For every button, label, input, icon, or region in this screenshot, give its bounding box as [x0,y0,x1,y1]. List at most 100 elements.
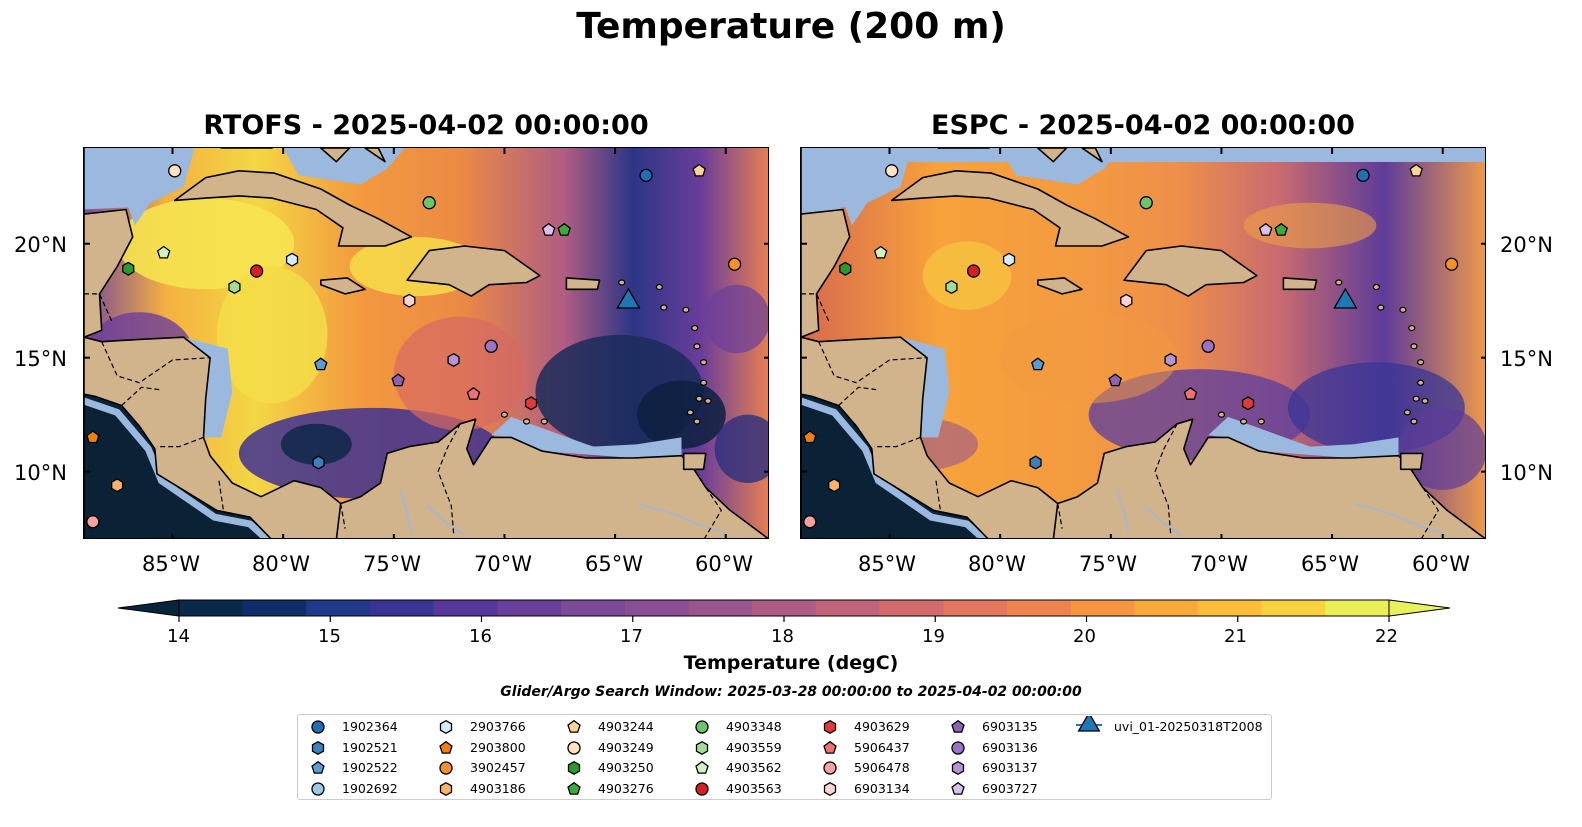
small-island [1417,359,1425,366]
lon-label-70w-right: 70°W [1190,552,1248,576]
legend-marker [695,740,709,755]
small-island [695,395,703,402]
colorbar-segment [306,600,371,616]
legend-marker-shape [311,781,325,796]
small-island [660,304,668,311]
colorbar-segment [561,600,626,616]
legend-label: 6903727 [982,780,1038,796]
legend-marker-shape [951,740,965,755]
no-data-band [801,148,1485,162]
float-marker-6903137 [1164,352,1177,368]
temperature-blob [216,266,328,404]
legend-label: 6903137 [982,760,1038,775]
temperature-blob [714,414,768,484]
small-island [693,343,701,350]
lon-label-75w-left: 75°W [363,552,421,576]
legend-marker-shape [695,740,709,755]
land-bahamas1 [1037,148,1068,163]
float-marker-3902457 [727,257,742,271]
temperature-blob [1243,202,1377,249]
river [636,502,726,534]
shelf-nicaragua [183,337,233,438]
legend-label: 2903800 [470,739,526,755]
legend-marker-shape [567,719,581,733]
legend-marker [823,740,837,754]
colorbar-segment [497,600,562,616]
small-island [1408,324,1416,332]
legend-marker [695,781,709,796]
legend-label: 4903629 [854,719,910,734]
float-marker-4903249 [885,164,899,178]
float-marker-6903134 [403,293,416,308]
temperature-blob [117,198,295,290]
colorbar-segment [1197,600,1263,616]
legend-marker [567,740,581,755]
float-marker-4903563 [249,264,264,278]
float-marker-uvi_01-20250318T2008 [1333,287,1358,309]
small-island [540,418,548,425]
legend-marker [695,760,709,774]
float-marker-4903250 [122,261,135,276]
float-marker-4903562 [156,245,171,259]
lat-label-10n-right: 10°N [1500,461,1553,485]
float-marker-4903629 [524,396,538,411]
land-bahamas1 [320,148,351,163]
small-island [1335,279,1343,286]
legend-marker [1076,716,1102,732]
float-marker-4903562 [873,245,888,259]
small-island [618,279,626,286]
lon-label-65w-right: 65°W [1301,552,1359,576]
lat-label-20n-right: 20°N [1500,233,1553,257]
panel-title-espc: ESPC - 2025-04-02 00:00:00 [931,110,1355,141]
small-island [700,359,708,366]
country-border [874,436,921,448]
no-data-band-west [801,148,841,218]
float-marker-1902522 [1031,357,1045,371]
lat-label-20n-left: 20°N [14,233,67,257]
country-border [437,423,461,534]
small-island [704,397,712,405]
legend-marker [311,781,325,796]
river [1143,505,1183,537]
legend-label: 4903250 [598,760,654,775]
legend-label: 5906437 [854,739,910,755]
legend-marker [439,781,453,796]
legend-marker-shape [823,719,837,735]
lon-label-60w-right: 60°W [1412,552,1470,576]
float-marker-6903727 [541,222,556,236]
colorbar-tick-22: 22 [1375,626,1398,647]
land-bahamas2 [364,148,386,163]
country-border [935,480,941,511]
float-marker-4903348 [422,196,436,210]
float-marker-4903276 [1274,222,1288,236]
country-border [1154,423,1178,534]
small-island [500,411,509,418]
small-island [693,418,701,425]
float-marker-5906478 [803,515,817,529]
legend-marker-shape [695,720,709,734]
legend-marker-shape [1077,716,1101,732]
country-border [121,386,160,406]
pacific-shelf [801,397,988,538]
legend-marker [311,720,325,734]
legend: 1902364 1902521 1902522 1902692 2903766 29038… [297,714,1272,800]
float-marker-1902364 [639,168,653,182]
float-marker-6903727 [1258,222,1273,236]
colorbar-segment [943,600,1008,616]
legend-label: 4903563 [726,780,782,796]
temperature-blob [703,284,768,354]
float-marker-4903250 [839,261,852,276]
land-trinidad [1399,452,1424,471]
land-hispaniola [406,245,541,297]
shelf-venezuela [1208,416,1399,458]
legend-marker-shape [439,719,453,735]
country-border [1057,503,1063,529]
colorbar-segment [879,600,944,616]
colorbar-segment [1261,600,1326,616]
country-border [218,480,224,511]
country-border [157,436,204,448]
colorbar-under-extend [117,599,180,617]
legend-label: 4903559 [726,739,782,755]
legend-marker [567,719,581,733]
lat-label-15n-right: 15°N [1500,347,1553,371]
